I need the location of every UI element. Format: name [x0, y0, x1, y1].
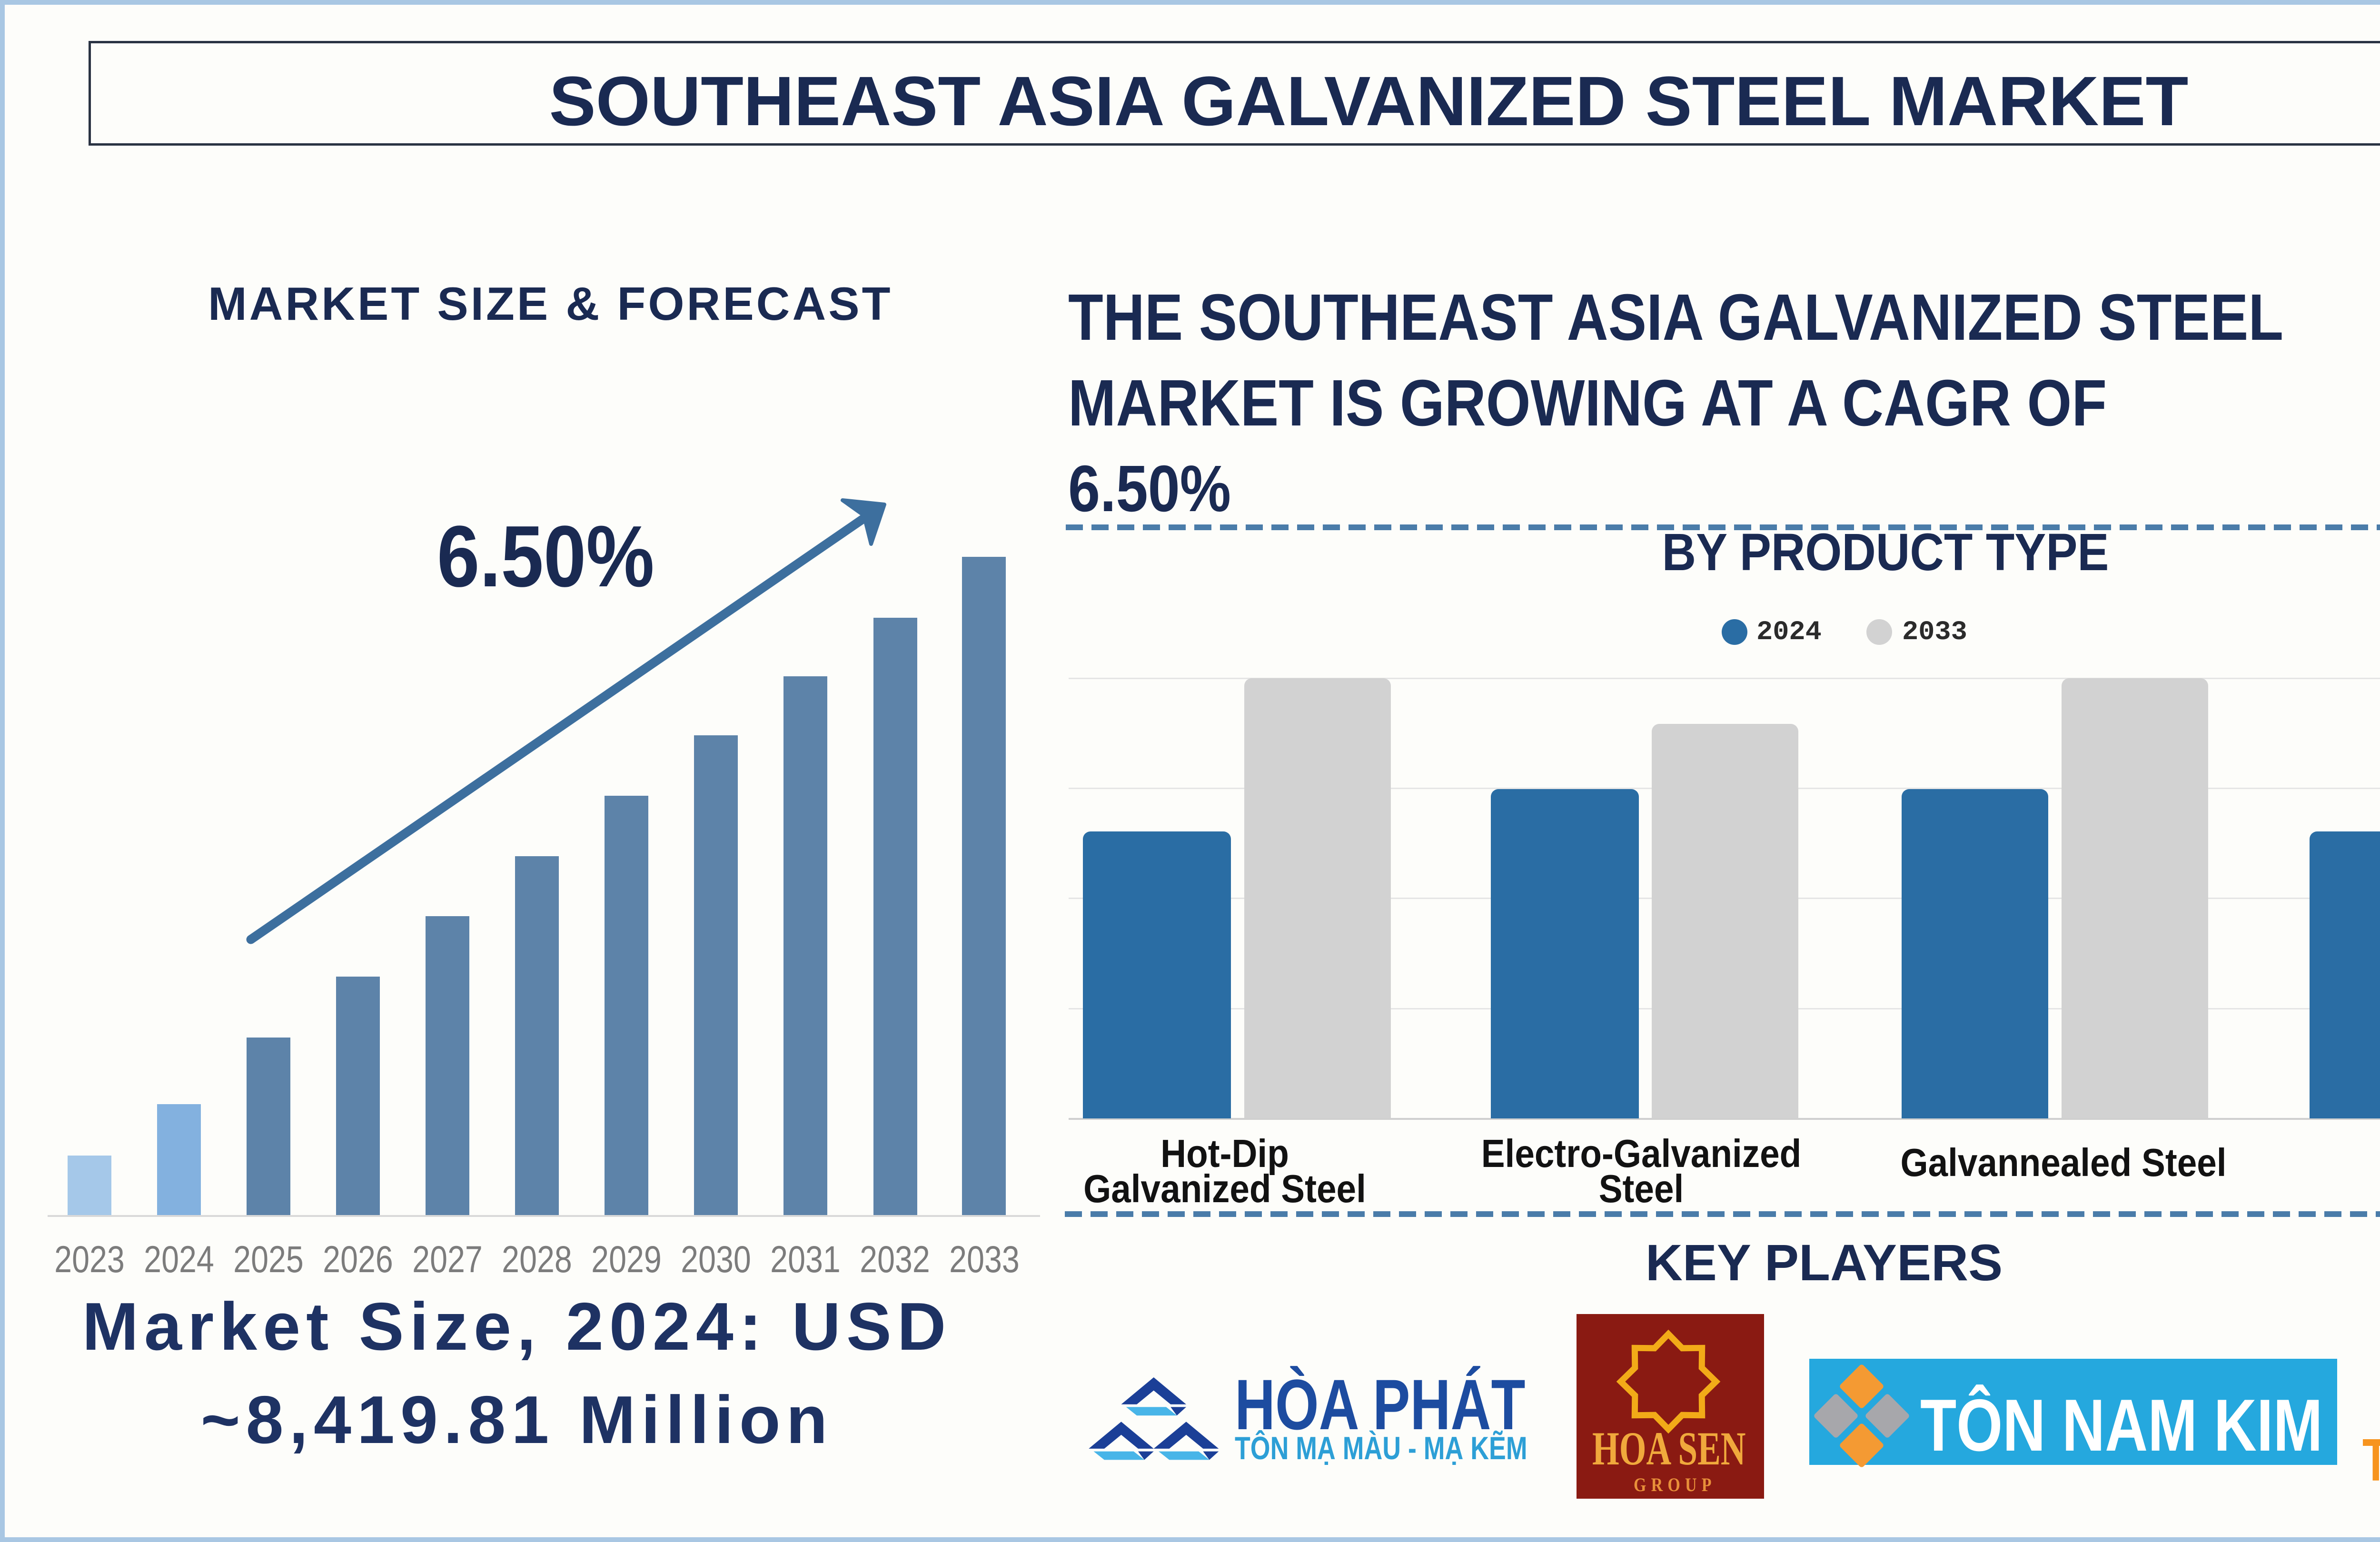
svg-text:HÒA PHÁT: HÒA PHÁT	[1235, 1364, 1525, 1444]
svg-text:GROUP: GROUP	[1634, 1475, 1716, 1496]
svg-text:TÔN MẠ MÀU - MẠ KẼM: TÔN MẠ MÀU - MẠ KẼM	[1235, 1430, 1527, 1466]
svg-text:TÔN NAM KIM: TÔN NAM KIM	[1920, 1384, 2323, 1466]
svg-text:HOA SEN: HOA SEN	[1592, 1422, 1745, 1475]
svg-text:TON DONG A: TON DONG A	[2362, 1427, 2380, 1493]
